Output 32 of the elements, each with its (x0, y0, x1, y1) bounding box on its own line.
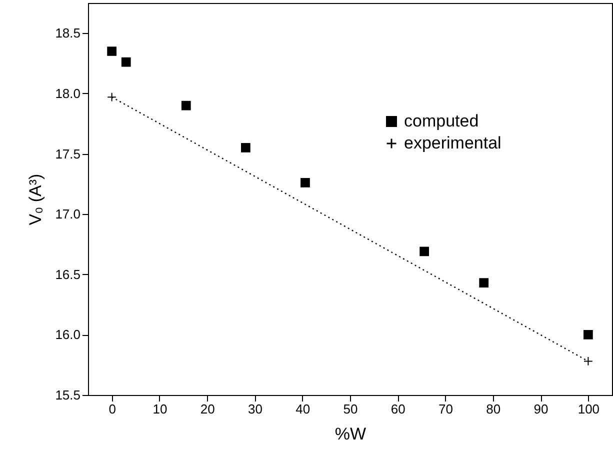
x-tick-label: 20 (200, 402, 215, 416)
legend-label: computed (404, 112, 479, 130)
point (420, 246, 429, 256)
y-tick-label: 16.0 (55, 327, 80, 342)
x-tick-label: 40 (296, 402, 310, 416)
x-tick-label: 90 (534, 402, 548, 416)
x-tick-label: 50 (343, 402, 358, 416)
x-tick-label: 100 (578, 402, 600, 416)
x-axis-title: %W (334, 424, 366, 444)
point (300, 178, 310, 188)
x-tick-label: 10 (152, 402, 168, 416)
x-tick-label: 60 (390, 402, 406, 416)
x-tick-label: 30 (248, 402, 262, 416)
legend-label: experimental (404, 134, 502, 152)
point (107, 92, 116, 102)
y-tick-label: 18.5 (55, 26, 80, 41)
y-tick-label: 16.5 (55, 266, 80, 282)
point (181, 100, 191, 110)
point (479, 278, 489, 288)
y-tick-label: 17.5 (55, 146, 80, 162)
point (121, 57, 131, 67)
y-tick-label: 15.5 (55, 388, 80, 402)
y-tick-label: 17.0 (55, 206, 80, 222)
point (584, 330, 593, 340)
x-tick-label: 80 (486, 402, 501, 416)
y-tick-label: 18.0 (55, 86, 80, 101)
y-axis-title: V₀ (A³) (26, 174, 46, 226)
point (240, 143, 250, 152)
x-tick-label: 70 (438, 402, 454, 416)
point (584, 356, 593, 366)
point (107, 46, 116, 56)
x-tick-label: 0 (108, 402, 116, 416)
